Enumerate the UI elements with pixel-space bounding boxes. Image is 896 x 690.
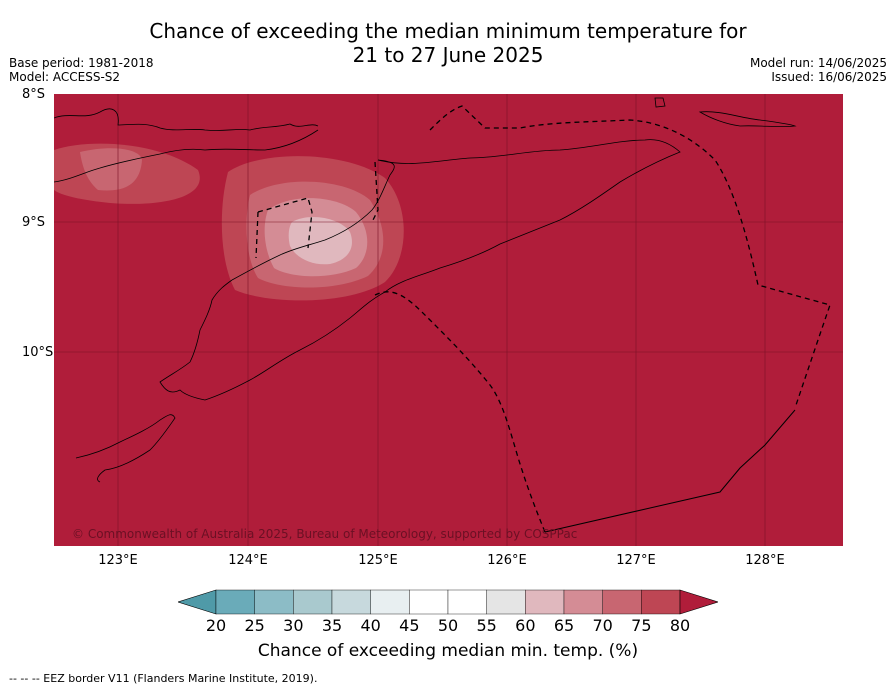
meta-right: Model run: 14/06/2025 Issued: 16/06/2025 — [750, 56, 887, 84]
eez-legend: -- -- -- EEZ border V11 (Flanders Marine… — [9, 672, 318, 685]
colorbar-label: Chance of exceeding median min. temp. (%… — [257, 641, 639, 661]
colorbar — [178, 589, 718, 615]
model-run: Model run: 14/06/2025 — [749, 56, 887, 70]
eez-border — [255, 105, 831, 533]
colorbar-cell — [331, 589, 371, 615]
eez-segment-south — [374, 291, 546, 533]
colorbar-cell — [447, 589, 487, 615]
colorbar-cell — [525, 589, 565, 615]
title-line-2: 21 to 27 June 2025 — [352, 43, 544, 67]
lat-label-8s: 8°S — [22, 87, 46, 102]
colorbar-tick-label: 70 — [592, 616, 613, 635]
coast-alor-wetar — [54, 108, 319, 131]
colorbar-arrow-high — [679, 589, 718, 615]
lon-label-123e: 123°E — [98, 553, 138, 568]
colorbar-tick-label: 35 — [321, 616, 343, 635]
colorbar-tick-label: 30 — [283, 616, 304, 635]
colorbar-cell — [254, 589, 294, 615]
eez-segment-west — [255, 211, 259, 259]
base-period: Base period: 1981-2018 — [9, 56, 154, 70]
colorbar-cell — [486, 589, 526, 615]
lon-label-126e: 126°E — [487, 553, 527, 568]
colorbar-arrow-low — [178, 589, 217, 615]
colorbar-tick-label: 45 — [399, 616, 420, 635]
coast-islet-ne — [654, 97, 666, 108]
colorbar-cell — [409, 589, 449, 615]
colorbar-tick-label: 80 — [669, 616, 691, 635]
coast-rote — [75, 414, 176, 483]
title-line-1: Chance of exceeding the median minimum t… — [149, 19, 747, 43]
colorbar-cells — [215, 589, 681, 615]
copyright-text: © Commonwealth of Australia 2025, Bureau… — [72, 527, 577, 541]
model-name: Model: ACCESS-S2 — [9, 70, 121, 84]
eez-segment-north — [371, 161, 379, 223]
graticule — [54, 94, 843, 546]
eez-segment-enclave — [257, 197, 313, 249]
colorbar-cell — [563, 589, 603, 615]
eez-segment-east — [429, 105, 831, 409]
lon-label-125e: 125°E — [358, 553, 398, 568]
colorbar-cell — [602, 589, 642, 615]
colorbar-tick-label: 55 — [476, 616, 497, 635]
colorbar-tick-label: 65 — [553, 616, 575, 635]
colorbar-tick-label: 25 — [244, 616, 265, 635]
meta-left: Base period: 1981-2018 Model: ACCESS-S2 — [9, 56, 154, 84]
colorbar-cell — [215, 589, 255, 615]
contour-60-east — [288, 217, 352, 265]
colorbar-tick-label: 50 — [437, 616, 459, 635]
coast-island-ne — [698, 111, 797, 128]
lon-label-128e: 128°E — [745, 553, 785, 568]
map-canvas[interactable]: © Commonwealth of Australia 2025, Bureau… — [54, 94, 843, 546]
colorbar-tick-label: 40 — [360, 616, 381, 635]
contour-70-west — [80, 148, 142, 191]
eez-australia-segment — [544, 409, 796, 533]
coast-flores-south — [54, 129, 319, 183]
colorbar-tick-label: 75 — [631, 616, 652, 635]
colorbar-cell — [370, 589, 410, 615]
lat-label-10s: 10°S — [22, 345, 54, 360]
coast-timor-north — [231, 159, 395, 281]
colorbar-cell — [641, 589, 681, 615]
lon-label-127e: 127°E — [616, 553, 656, 568]
colorbar-tick-label: 20 — [205, 616, 227, 635]
lat-label-9s: 9°S — [22, 215, 46, 230]
probability-shading — [54, 143, 404, 301]
colorbar-cell — [293, 589, 333, 615]
colorbar-tick-label: 60 — [515, 616, 536, 635]
issued-date: Issued: 16/06/2025 — [771, 70, 887, 84]
map-title: Chance of exceeding the median minimum t… — [0, 19, 896, 67]
lon-label-124e: 124°E — [228, 553, 268, 568]
